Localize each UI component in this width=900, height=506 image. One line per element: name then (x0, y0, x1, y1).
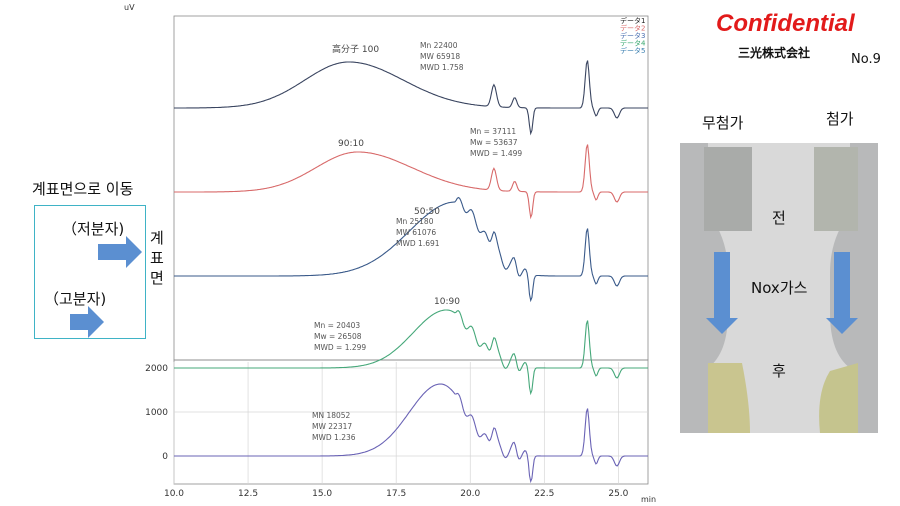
y-tick-label: 1000 (145, 408, 168, 418)
trace-note: MWD = 1.499 (470, 149, 522, 158)
trace-note: MW 65918 (420, 52, 460, 61)
migration-title: 계표면으로 이동 (32, 180, 134, 198)
arrow-down-icon (706, 252, 738, 334)
x-tick-label: 17.5 (386, 489, 406, 499)
legend-entry: データ3 (620, 31, 645, 40)
trace-note: MW 61076 (396, 228, 436, 237)
legend-entry: データ2 (620, 24, 645, 33)
trace-note: Mn 25180 (396, 217, 434, 226)
surface-char: 표 (150, 249, 164, 267)
chromatogram-trace (174, 196, 648, 303)
chromatogram-trace (174, 309, 648, 396)
photo-graphic (680, 143, 878, 433)
x-tick-label: 12.5 (238, 489, 258, 499)
surface-char: 면 (150, 269, 164, 287)
arrow-right-icon (70, 306, 104, 338)
trace-note: Mn 22400 (420, 41, 458, 50)
chromatogram-trace (174, 383, 648, 484)
lower-chart-frame (173, 359, 649, 485)
trace-note: MWD 1.758 (420, 63, 464, 72)
trace-note: Mn = 37111 (470, 127, 516, 136)
x-tick-label: 22.5 (534, 489, 554, 499)
low-molecular-label: （저분자) (62, 220, 125, 238)
confidential-label: Confidential (716, 10, 855, 37)
arrow-down-icon (826, 252, 858, 334)
x-tick-label: 25.0 (608, 489, 628, 499)
y-tick-label: 0 (162, 452, 168, 462)
upper-chart-frame (173, 15, 649, 361)
y-tick-label: 2000 (145, 364, 168, 374)
trace-note: MWD 1.236 (312, 433, 356, 442)
trace-ratio-label: 10:90 (434, 297, 460, 307)
x-axis-label: min (641, 495, 656, 504)
trace-ratio-label: 90:10 (338, 139, 364, 149)
chromatogram-trace (174, 144, 648, 220)
y-axis-label: uV (124, 3, 135, 12)
trace-note: MN 18052 (312, 411, 351, 420)
before-label: 전 (772, 209, 786, 227)
company-name: 三光株式会社 (738, 46, 811, 60)
trace-note: MW 22317 (312, 422, 352, 431)
no-additive-label: 무첨가 (702, 114, 744, 132)
x-tick-label: 15.0 (312, 489, 332, 499)
trace-note: MWD 1.691 (396, 239, 440, 248)
trace-note: Mw = 53637 (470, 138, 518, 147)
additive-label: 첨가 (826, 110, 854, 128)
arrow-right-icon (98, 236, 142, 268)
chromatogram-trace (174, 60, 648, 136)
legend-entry: データ5 (620, 46, 645, 55)
x-tick-label: 10.0 (164, 489, 184, 499)
legend-entry: データ1 (620, 16, 645, 25)
after-label: 후 (772, 362, 786, 380)
trace-note: Mn = 20403 (314, 321, 360, 330)
trace-ratio-label: 高分子 100 (332, 43, 379, 55)
legend-entry: データ4 (620, 39, 646, 48)
trace-note: Mw = 26508 (314, 332, 362, 341)
high-molecular-label: （고분자) (44, 290, 107, 308)
trace-ratio-label: 50:50 (414, 207, 440, 217)
x-tick-label: 20.0 (460, 489, 480, 499)
page-number: No.9 (851, 52, 881, 67)
trace-note: MWD = 1.299 (314, 343, 366, 352)
surface-label: 계 표 면 (150, 228, 168, 288)
nox-gas-label: Nox가스 (751, 279, 808, 297)
surface-char: 계 (150, 229, 164, 247)
migration-box (34, 205, 146, 339)
